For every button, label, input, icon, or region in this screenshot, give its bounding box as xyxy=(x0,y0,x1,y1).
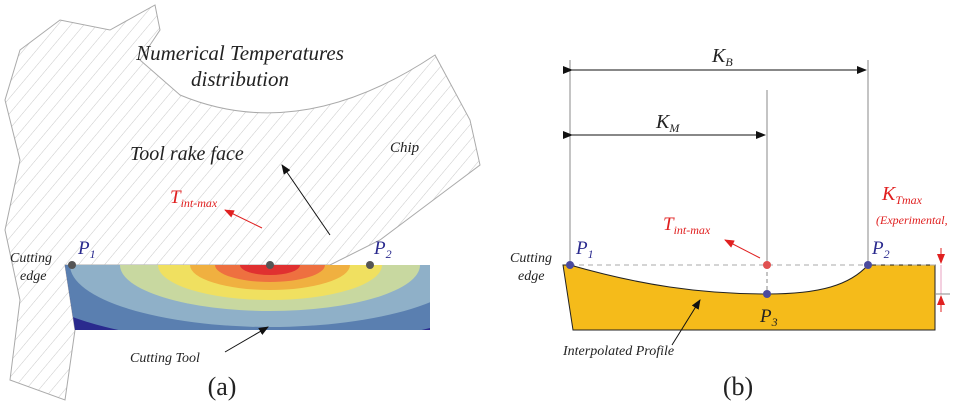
label: P1 xyxy=(575,238,594,261)
text: P xyxy=(871,238,884,259)
arrow xyxy=(281,164,331,236)
label: P2 xyxy=(373,238,392,261)
text: Tmax xyxy=(895,193,922,207)
text: 2 xyxy=(386,247,392,261)
title: distribution xyxy=(191,67,289,91)
point xyxy=(763,290,771,298)
label: KM xyxy=(655,111,680,135)
point xyxy=(763,261,771,269)
label: P2 xyxy=(871,238,890,261)
text: int-max xyxy=(181,196,218,210)
text: 1 xyxy=(90,247,96,261)
label: Interpolated Profile xyxy=(562,344,674,359)
label: Tool rake face xyxy=(130,143,244,165)
text: P xyxy=(575,238,588,259)
arrow xyxy=(724,239,761,259)
label: Cutting xyxy=(10,251,52,266)
label: (Experimental, xyxy=(876,213,948,227)
caption: (a) xyxy=(208,372,237,401)
arrow xyxy=(224,209,263,229)
text: P xyxy=(77,238,90,259)
label: edge xyxy=(20,269,46,284)
text: T xyxy=(170,187,182,208)
label: Tint-max xyxy=(170,187,218,210)
panel-a: Numerical Temperatures distribution Tool… xyxy=(4,4,481,401)
title: Numerical Temperatures xyxy=(135,41,344,65)
label: Tint-max xyxy=(663,214,711,237)
point xyxy=(266,261,274,269)
chip-workpiece xyxy=(4,4,481,401)
text: int-max xyxy=(674,223,711,237)
text: K xyxy=(711,45,727,67)
label: Chip xyxy=(390,140,420,156)
arrow xyxy=(671,299,701,346)
label: edge xyxy=(518,269,544,284)
text: T xyxy=(663,214,675,235)
text: K xyxy=(655,111,671,133)
arrow xyxy=(224,326,269,353)
text: M xyxy=(668,121,680,135)
text: 3 xyxy=(771,315,778,329)
temperature-contours xyxy=(65,265,430,330)
point xyxy=(68,261,76,269)
label: KB xyxy=(711,45,733,69)
tool-profile xyxy=(562,264,936,331)
label: P3 xyxy=(759,306,778,329)
point xyxy=(864,261,872,269)
label: P1 xyxy=(77,238,96,261)
text: K xyxy=(881,183,897,205)
point xyxy=(566,261,574,269)
text: P xyxy=(759,306,772,327)
panel-b: KB KM Tint-max KTmax (Experimental, Cutt… xyxy=(510,45,950,401)
text: P xyxy=(373,238,386,259)
text: B xyxy=(725,55,733,69)
point xyxy=(366,261,374,269)
label: Cutting Tool xyxy=(130,351,200,366)
text: 1 xyxy=(588,247,594,261)
caption: (b) xyxy=(723,372,753,401)
label: KTmax xyxy=(881,183,923,207)
label: Cutting xyxy=(510,251,552,266)
text: 2 xyxy=(884,247,890,261)
